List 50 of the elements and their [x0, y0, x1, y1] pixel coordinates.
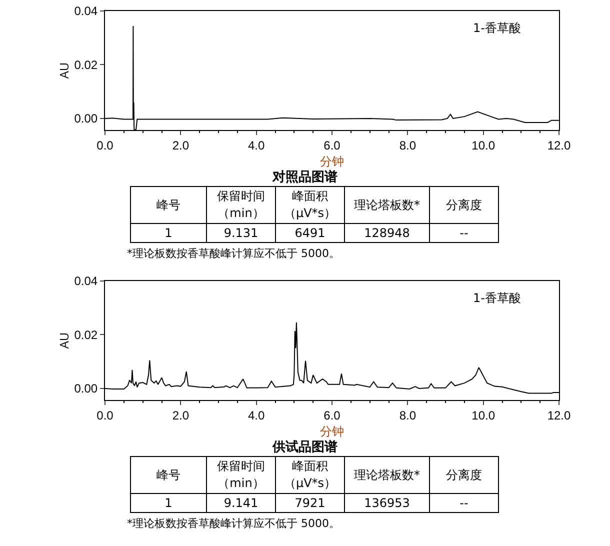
x-tick-label: 2.0 — [172, 138, 190, 152]
y-axis-title: AU — [56, 62, 73, 79]
text: 136953 — [344, 494, 430, 512]
text: 128948 — [344, 224, 430, 242]
x-tick-label: 12.0 — [547, 138, 571, 152]
text: *理论板数按香草酸峰计算应不低于 5000。 — [127, 246, 340, 261]
x-tick-label: 12.0 — [547, 408, 571, 422]
text: -- — [430, 494, 498, 512]
text: 保留时间（min） — [206, 456, 276, 494]
x-axis-title: 分钟 — [320, 152, 344, 170]
y-tick-label: 0.02 — [74, 328, 98, 342]
y-tick-label: 0.04 — [74, 274, 98, 288]
y-tick-label: 0.04 — [74, 4, 98, 18]
x-tick-label: 8.0 — [399, 408, 416, 422]
y-tick-label: 0.02 — [74, 58, 98, 72]
y-tick-label: 0.00 — [74, 382, 98, 396]
text: 供试品图谱 — [271, 438, 338, 456]
x-tick-label: 10.0 — [472, 138, 496, 152]
text: 保留时间（min） — [206, 186, 276, 224]
x-tick-label: 0.0 — [96, 138, 114, 152]
y-tick-label: 0.00 — [74, 112, 98, 126]
text: 分离度 — [430, 456, 498, 494]
text: 理论塔板数* — [344, 186, 430, 224]
text: 峰面积（μV*s） — [276, 186, 344, 224]
text: 峰号 — [130, 186, 206, 224]
text: 6491 — [276, 224, 344, 242]
x-tick-label: 8.0 — [399, 138, 416, 152]
text: 9.131 — [206, 224, 276, 242]
x-tick-label: 10.0 — [472, 408, 496, 422]
text: 峰号 — [130, 456, 206, 494]
annotation: 1-香草酸 — [473, 21, 521, 35]
x-tick-label: 0.0 — [96, 408, 114, 422]
text: 理论塔板数* — [344, 456, 430, 494]
text: -- — [430, 224, 498, 242]
text: 7921 — [276, 494, 344, 512]
text: 9.141 — [206, 494, 276, 512]
text: 1 — [130, 494, 206, 512]
x-axis-title: 分钟 — [320, 422, 344, 440]
x-tick-label: 4.0 — [248, 138, 265, 152]
x-tick-label: 6.0 — [324, 138, 341, 152]
text: 1 — [130, 224, 206, 242]
annotation: 1-香草酸 — [473, 291, 521, 305]
text: 分离度 — [430, 186, 498, 224]
text: *理论板数按香草酸峰计算应不低于 5000。 — [127, 516, 340, 531]
x-tick-label: 4.0 — [248, 408, 265, 422]
y-axis-title: AU — [56, 332, 73, 349]
text: 峰面积（μV*s） — [276, 456, 344, 494]
x-tick-label: 2.0 — [172, 408, 190, 422]
x-tick-label: 6.0 — [324, 408, 341, 422]
text: 对照品图谱 — [271, 168, 338, 186]
